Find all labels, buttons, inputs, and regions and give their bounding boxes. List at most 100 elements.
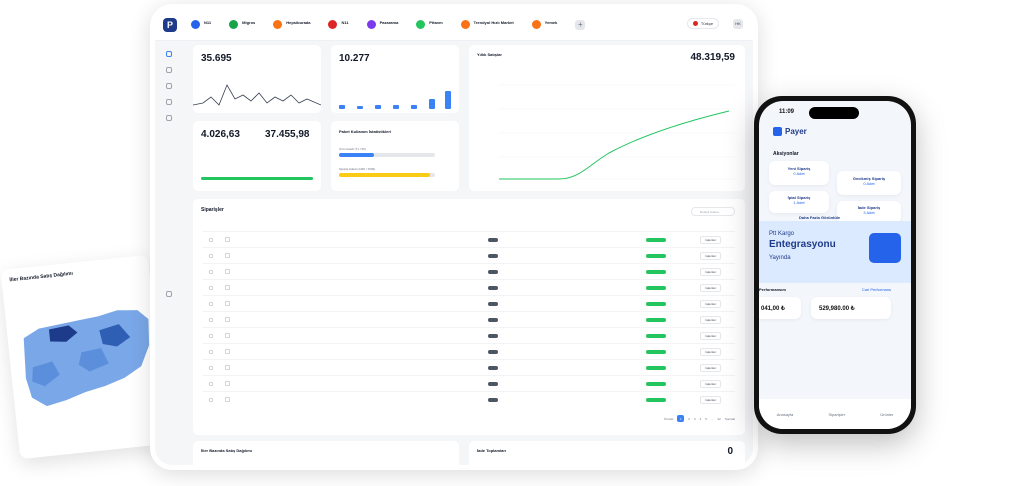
row-checkbox[interactable] xyxy=(209,253,213,258)
row-expand[interactable] xyxy=(225,381,230,386)
row-actions-button[interactable]: İşlemler xyxy=(700,347,721,356)
row-expand[interactable] xyxy=(225,317,230,322)
row-expand[interactable] xyxy=(225,349,230,354)
cari-performance-link[interactable]: Cari Performans xyxy=(861,287,891,292)
table-row[interactable]: İşlemler xyxy=(203,343,735,359)
avatar[interactable]: HK xyxy=(733,18,743,29)
gear-icon[interactable] xyxy=(166,291,172,297)
previous-page-button[interactable]: Önceki xyxy=(663,416,674,421)
monthly-progress xyxy=(201,177,313,180)
dashboard-icon[interactable] xyxy=(166,51,172,57)
yearly-sales-chart xyxy=(499,84,735,180)
row-actions-button[interactable]: İşlemler xyxy=(700,299,721,308)
phone-mockup: 11:09 Payer Aksiyonlar Yeni Sipariş 0 Ad… xyxy=(754,96,916,434)
orders-search-input[interactable]: Detaylı Arama xyxy=(691,207,735,216)
show-more-link[interactable]: Daha Fazla Görüntüle xyxy=(799,215,841,220)
store-item-6[interactable]: Trendyol Hızlı Market xyxy=(460,20,514,29)
map-card: İller Bazında Satış Dağılımı xyxy=(0,254,168,460)
row-actions-button[interactable]: İşlemler xyxy=(700,283,721,292)
store-item-5[interactable]: Pttavm xyxy=(416,20,443,29)
add-store-button[interactable]: + xyxy=(575,19,586,30)
ptt-banner[interactable]: Ptt Kargo Entegrasyonu Yayında xyxy=(759,221,911,283)
table-row[interactable]: İşlemler xyxy=(203,295,735,311)
payer-logo-icon: P xyxy=(163,17,177,32)
sidebar xyxy=(155,41,183,465)
language-selector[interactable]: Türkçe xyxy=(686,18,720,29)
products-icon[interactable] xyxy=(166,83,172,89)
store-item-3[interactable]: N11 xyxy=(328,20,349,29)
package-usage-card: Paket Kullanım İstatistikleri Ürün Adedi… xyxy=(331,121,459,191)
row-actions-button[interactable]: İşlemler xyxy=(700,395,721,404)
stat-card-orders: 10.277 xyxy=(331,45,459,113)
row-checkbox[interactable] xyxy=(209,397,213,402)
package-usage-title: Paket Kullanım İstatistikleri xyxy=(339,129,392,134)
late-orders-card[interactable]: Gecikmiş Sipariş 0 Adet xyxy=(837,171,901,195)
nav-products[interactable]: Ürünler xyxy=(880,411,894,417)
row-expand[interactable] xyxy=(225,397,230,402)
reports-icon[interactable] xyxy=(166,115,172,121)
row-actions-button[interactable]: İşlemler xyxy=(700,267,721,276)
store-item-7[interactable]: Yemek xyxy=(531,20,557,29)
table-row[interactable]: İşlemler xyxy=(203,247,735,263)
new-orders-card[interactable]: Yeni Sipariş 0 Adet xyxy=(769,161,829,185)
row-checkbox[interactable] xyxy=(209,269,213,274)
orders-title: Siparişler xyxy=(201,207,224,213)
row-expand[interactable] xyxy=(225,253,230,258)
row-actions-button[interactable]: İşlemler xyxy=(700,251,721,260)
store-item-4[interactable]: Pazarama xyxy=(366,20,398,29)
page-button-22[interactable]: 22 xyxy=(717,416,721,421)
row-expand[interactable] xyxy=(225,285,230,290)
cancel-orders-card[interactable]: İptal Sipariş 1 Adet xyxy=(769,191,829,213)
row-checkbox[interactable] xyxy=(209,365,213,370)
nav-orders[interactable]: Siparişler xyxy=(828,411,846,417)
flag-icon xyxy=(692,21,698,26)
row-actions-button[interactable]: İşlemler xyxy=(700,331,721,340)
next-page-button[interactable]: Sonraki xyxy=(724,416,735,421)
row-checkbox[interactable] xyxy=(209,285,213,290)
row-checkbox[interactable] xyxy=(209,301,213,306)
row-expand[interactable] xyxy=(225,301,230,306)
table-row[interactable]: İşlemler xyxy=(203,231,735,247)
table-row[interactable]: İşlemler xyxy=(203,375,735,391)
settings-icon[interactable] xyxy=(166,99,172,105)
banner-illustration-icon xyxy=(869,233,901,263)
row-checkbox[interactable] xyxy=(209,317,213,322)
table-row[interactable]: İşlemler xyxy=(203,263,735,279)
row-expand[interactable] xyxy=(225,365,230,370)
row-actions-button[interactable]: İşlemler xyxy=(700,235,721,244)
row-expand[interactable] xyxy=(225,269,230,274)
row-checkbox[interactable] xyxy=(209,237,213,242)
table-row[interactable]: İşlemler xyxy=(203,327,735,343)
row-actions-button[interactable]: İşlemler xyxy=(700,315,721,324)
row-expand[interactable] xyxy=(225,333,230,338)
page-button-4[interactable]: 4 xyxy=(699,416,702,421)
row-checkbox[interactable] xyxy=(209,333,213,338)
city-sales-card: İller Bazında Satış Dağılımı xyxy=(193,441,459,465)
store-icon xyxy=(273,20,283,29)
sales-sparkline xyxy=(193,84,321,106)
stat-card-revenue: 4.026,63 37.455,98 xyxy=(193,121,321,191)
table-row[interactable]: İşlemler xyxy=(203,391,735,407)
row-actions-button[interactable]: İşlemler xyxy=(700,363,721,372)
return-orders-card[interactable]: İade Sipariş 3 Adet xyxy=(837,201,901,223)
row-actions-button[interactable]: İşlemler xyxy=(700,379,721,388)
store-item-0[interactable]: N11 xyxy=(191,20,211,29)
page-button-5[interactable]: 5 xyxy=(705,416,707,421)
table-row[interactable]: İşlemler xyxy=(203,279,735,295)
store-icon xyxy=(460,20,470,29)
orders-icon[interactable] xyxy=(166,67,172,73)
nav-home[interactable]: Anasayfa xyxy=(776,411,794,417)
table-row[interactable]: İşlemler xyxy=(203,359,735,375)
row-checkbox[interactable] xyxy=(209,349,213,354)
row-expand[interactable] xyxy=(225,237,230,242)
yearly-sales-card: Yıllık Satışlar 48.319,59 xyxy=(469,45,745,191)
page-button-2[interactable]: 2 xyxy=(688,416,690,421)
page-button-1[interactable]: 1 xyxy=(677,415,685,422)
store-item-1[interactable]: Migros xyxy=(229,20,255,29)
user-info xyxy=(729,20,730,28)
page-button-3[interactable]: 3 xyxy=(693,416,696,421)
table-row[interactable]: İşlemler xyxy=(203,311,735,327)
phone-time: 11:09 xyxy=(779,109,795,115)
store-item-2[interactable]: Hepsiburada xyxy=(273,20,310,29)
row-checkbox[interactable] xyxy=(209,381,213,386)
